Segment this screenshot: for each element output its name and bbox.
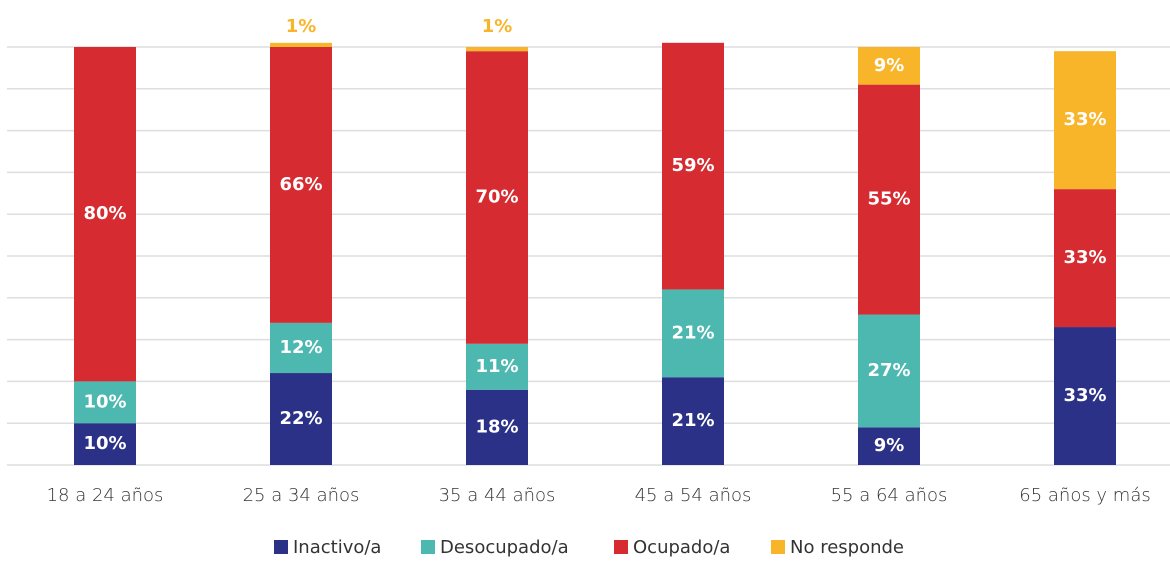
bar-segment (466, 389, 528, 465)
bar-segment (662, 377, 724, 465)
bar-segment (1054, 51, 1116, 190)
data-label: 80% (83, 203, 126, 224)
data-label: 66% (279, 174, 322, 195)
data-label: 70% (475, 186, 518, 207)
data-label: 9% (874, 435, 905, 456)
data-label: 10% (83, 433, 126, 454)
x-tick-label: 18 a 24 años (47, 485, 164, 506)
data-label: 1% (482, 16, 513, 37)
legend-swatch (421, 540, 435, 554)
bar-segment (1054, 327, 1116, 465)
legend-label: Ocupado/a (633, 537, 730, 558)
bar-segment (270, 47, 332, 323)
bar-segment (74, 381, 136, 424)
data-label: 33% (1063, 109, 1106, 130)
data-label: 33% (1063, 247, 1106, 268)
bar-segment (466, 51, 528, 344)
data-label: 10% (83, 391, 126, 412)
bar-segment (858, 84, 920, 315)
data-label: 22% (279, 408, 322, 429)
legend-label: Inactivo/a (293, 537, 381, 558)
x-tick-label: 45 a 54 años (635, 485, 752, 506)
data-label: 18% (475, 416, 518, 437)
data-label: 9% (874, 55, 905, 76)
data-label: 12% (279, 337, 322, 358)
legend-swatch (771, 540, 785, 554)
bar-segment (270, 322, 332, 374)
data-label: 21% (671, 322, 714, 343)
bar-segment (74, 47, 136, 382)
x-tick-label: 55 a 64 años (831, 485, 948, 506)
data-label: 21% (671, 410, 714, 431)
bar-segment (662, 289, 724, 378)
data-label: 33% (1063, 385, 1106, 406)
data-label: 27% (867, 360, 910, 381)
bar-segment (270, 42, 332, 47)
bar-segment (662, 42, 724, 290)
bar-segment (858, 314, 920, 428)
legend-swatch (274, 540, 288, 554)
data-label: 1% (286, 16, 317, 37)
data-label: 59% (671, 155, 714, 176)
bar-segment (466, 343, 528, 390)
legend-label: No responde (790, 537, 904, 558)
bar-segment (270, 373, 332, 465)
x-tick-label: 65 años y más (1019, 485, 1151, 506)
bar-segment (858, 427, 920, 465)
legend-label: Desocupado/a (440, 537, 569, 558)
bar-segment (858, 47, 920, 85)
bar-segment (74, 423, 136, 465)
bar-segment (466, 47, 528, 52)
legend-swatch (614, 540, 628, 554)
data-label: 11% (475, 356, 518, 377)
x-tick-label: 35 a 44 años (439, 485, 556, 506)
x-tick-label: 25 a 34 años (243, 485, 360, 506)
data-label: 55% (867, 189, 910, 210)
bar-segment (1054, 189, 1116, 328)
